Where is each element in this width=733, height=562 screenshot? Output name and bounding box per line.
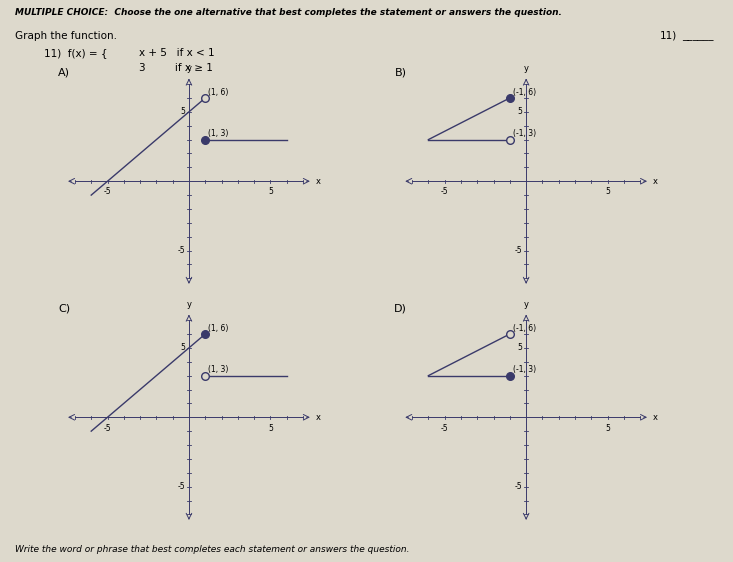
Text: 5: 5	[268, 188, 273, 197]
Text: x: x	[653, 413, 658, 422]
Text: Graph the function.: Graph the function.	[15, 31, 117, 41]
Text: (-1, 3): (-1, 3)	[513, 365, 537, 374]
Text: -5: -5	[177, 482, 185, 491]
Text: (-1, 6): (-1, 6)	[513, 324, 537, 333]
Text: Write the word or phrase that best completes each statement or answers the quest: Write the word or phrase that best compl…	[15, 545, 409, 554]
Text: 5: 5	[605, 188, 610, 197]
Text: y: y	[523, 64, 528, 73]
Text: -5: -5	[515, 246, 522, 255]
Text: 5: 5	[605, 424, 610, 433]
Text: -5: -5	[177, 246, 185, 255]
Text: x: x	[316, 176, 321, 185]
Text: y: y	[523, 300, 528, 309]
Text: 11): 11)	[660, 31, 677, 41]
Text: -5: -5	[441, 424, 449, 433]
Text: MULTIPLE CHOICE:  Choose the one alternative that best completes the statement o: MULTIPLE CHOICE: Choose the one alternat…	[15, 8, 561, 17]
Text: -5: -5	[441, 188, 449, 197]
Text: ______: ______	[682, 31, 713, 41]
Text: (1, 6): (1, 6)	[208, 88, 229, 97]
Text: 5: 5	[517, 107, 522, 116]
Text: 11)  f(x) = {: 11) f(x) = {	[44, 48, 108, 58]
Text: -5: -5	[515, 482, 522, 491]
Text: (1, 6): (1, 6)	[208, 324, 229, 333]
Text: (-1, 6): (-1, 6)	[513, 88, 537, 97]
Text: A): A)	[58, 67, 70, 77]
Text: (1, 3): (1, 3)	[208, 365, 229, 374]
Text: 3         if x ≥ 1: 3 if x ≥ 1	[139, 63, 213, 73]
Text: 5: 5	[268, 424, 273, 433]
Text: y: y	[186, 300, 191, 309]
Text: 5: 5	[180, 343, 185, 352]
Text: D): D)	[394, 303, 408, 313]
Text: x + 5   if x < 1: x + 5 if x < 1	[139, 48, 215, 58]
Text: 5: 5	[180, 107, 185, 116]
Text: (-1, 3): (-1, 3)	[513, 129, 537, 138]
Text: (1, 3): (1, 3)	[208, 129, 229, 138]
Text: y: y	[186, 64, 191, 73]
Text: x: x	[316, 413, 321, 422]
Text: C): C)	[58, 303, 70, 313]
Text: -5: -5	[103, 424, 111, 433]
Text: B): B)	[395, 67, 408, 77]
Text: -5: -5	[103, 188, 111, 197]
Text: x: x	[653, 176, 658, 185]
Text: 5: 5	[517, 343, 522, 352]
